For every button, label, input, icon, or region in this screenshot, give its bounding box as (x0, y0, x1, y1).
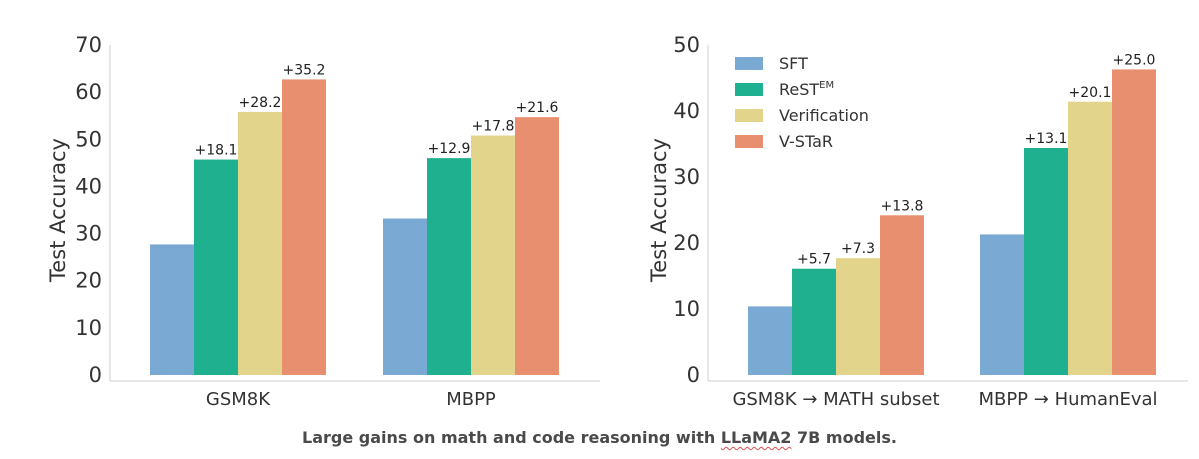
chart2-y-tick-label: 10 (673, 297, 700, 321)
chart1-bar (427, 158, 471, 375)
chart1-y-tick-label: 40 (75, 174, 102, 198)
chart1-bar-data-label: +35.2 (283, 62, 326, 78)
chart1-bar (383, 218, 427, 375)
chart2-bar-data-label: +7.3 (841, 241, 875, 257)
chart1-y-tick-label: 0 (89, 363, 102, 387)
chart1-bar-data-label: +21.6 (516, 100, 559, 116)
chart2-legend-label: ReSTEM (779, 80, 834, 99)
chart1-y-tick-label: 30 (75, 222, 102, 246)
chart2-bar-data-label: +13.8 (881, 198, 924, 214)
chart2-bar (980, 234, 1024, 375)
chart2-bar-data-label: +5.7 (797, 252, 831, 268)
chart1-y-tick-label: 50 (75, 127, 102, 151)
chart1-bar (150, 244, 194, 375)
chart2-x-tick-label: GSM8K → MATH subset (732, 389, 939, 410)
chart2-legend-label: Verification (779, 106, 869, 125)
caption-text-end: 7B models. (791, 428, 897, 447)
chart2-legend-label: V-STaR (779, 132, 833, 151)
chart1-bar-data-label: +28.2 (239, 95, 282, 111)
chart1-bar-data-label: +18.1 (195, 143, 238, 159)
chart2-legend-swatch (735, 83, 763, 96)
chart1-bar (238, 111, 282, 375)
chart2-legend-swatch (735, 109, 763, 122)
chart2-bar (1024, 147, 1068, 375)
chart2-bar-data-label: +13.1 (1025, 131, 1068, 147)
charts-figure: 0 10 20 30 40 50 60 70 Test Accuracy +18.1 +28.2 +3… (46, 33, 1188, 410)
chart2-legend-swatch (735, 135, 763, 148)
chart2-bar (1112, 69, 1156, 376)
chart2-bar-data-label: +20.1 (1069, 85, 1112, 101)
chart1-y-tick-label: 10 (75, 316, 102, 340)
chart1-bar (471, 135, 515, 375)
chart1-x-tick-label: MBPP (446, 389, 496, 410)
chart2-bar (1068, 101, 1112, 375)
figure-caption: Large gains on math and code reasoning w… (0, 428, 1199, 447)
chart2-y-tick-label: 40 (673, 99, 700, 123)
chart2-bar (836, 258, 880, 375)
caption-text-start: Large gains on math and code reasoning w… (302, 428, 721, 447)
chart2-y-tick-label: 30 (673, 165, 700, 189)
chart1-bar-data-label: +12.9 (428, 141, 471, 157)
chart2-y-tick-label: 50 (673, 33, 700, 57)
chart2-x-tick-label: MBPP → HumanEval (978, 389, 1157, 410)
chart1-bar (194, 159, 238, 375)
chart1-bar-data-label: +17.8 (472, 119, 515, 135)
chart1-bar (515, 117, 559, 375)
chart1-y-tick-label: 70 (75, 33, 102, 57)
chart1-x-tick-label: GSM8K (206, 389, 271, 410)
chart1-y-tick-label: 60 (75, 80, 102, 104)
chart1-y-axis-label: Test Accuracy (46, 138, 70, 283)
chart2-bar (792, 268, 836, 375)
chart2-bar (748, 306, 792, 375)
chart2-y-tick-label: 20 (673, 231, 700, 255)
chart1-y-tick-label: 20 (75, 269, 102, 293)
chart2-bar (880, 215, 924, 375)
chart2-legend-swatch (735, 57, 763, 70)
chart2-legend-label: SFT (779, 54, 808, 73)
chart1-bar (282, 79, 326, 376)
chart2-y-axis-label: Test Accuracy (647, 138, 671, 283)
chart2-y-tick-label: 0 (687, 363, 700, 387)
caption-model-name: LLaMA2 (720, 428, 792, 447)
chart2-bar-data-label: +25.0 (1113, 52, 1156, 68)
